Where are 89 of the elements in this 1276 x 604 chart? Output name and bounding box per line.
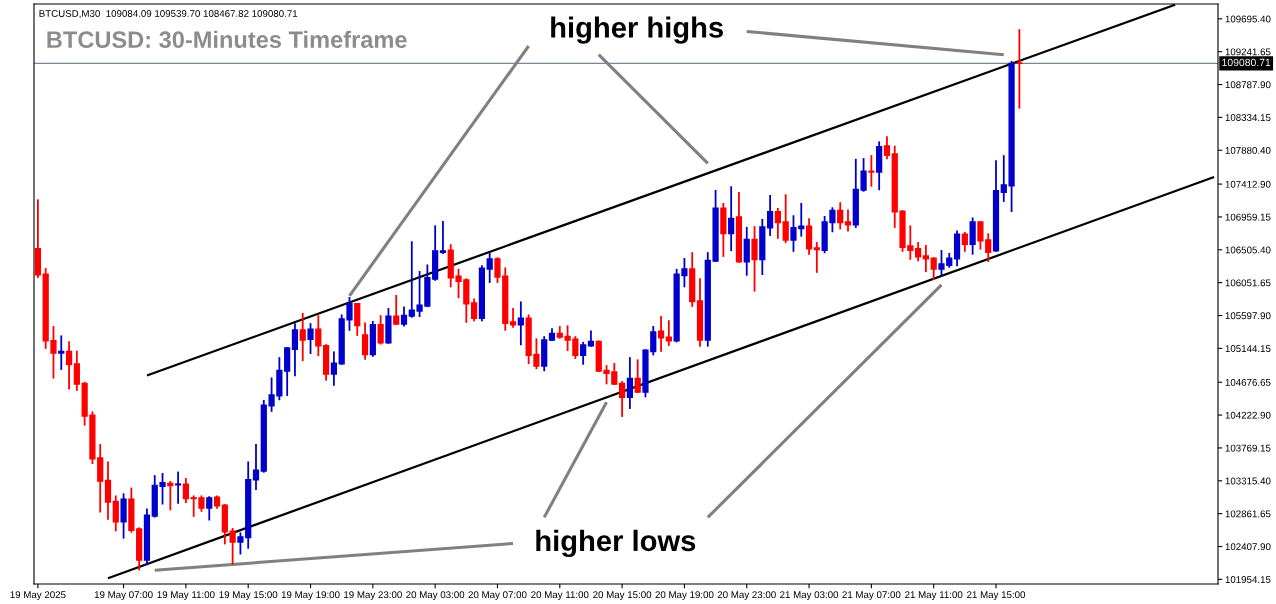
candlestick (618, 381, 626, 417)
y-tick-label: 109241.65 (1225, 48, 1271, 56)
candlestick (868, 155, 875, 187)
candlestick (844, 209, 852, 232)
text: BTCUSD: 30-Minutes Timeframe (47, 30, 407, 49)
x-tick-label: 20 May 07:00 (468, 591, 527, 601)
x-tick-label: 20 May 15:00 (593, 591, 652, 601)
candlestick (961, 231, 968, 252)
candlestick (65, 341, 73, 390)
candlestick (486, 252, 493, 283)
y-tick-label: 107412.90 (1225, 180, 1271, 188)
y-tick-label: 103769.15 (1225, 444, 1271, 452)
x-tick-label: 19 May 15:00 (219, 591, 278, 601)
candlestick (805, 218, 813, 255)
x-tick-label: 19 May 2025 (10, 591, 66, 601)
y-tick-label: 108334.15 (1225, 114, 1271, 121)
candlestick (509, 307, 517, 328)
candlestick (206, 496, 213, 521)
candlestick (782, 194, 789, 244)
y-tick-label: 102861.65 (1225, 510, 1271, 518)
candlestick (728, 186, 735, 252)
candlestick (766, 194, 774, 236)
ref-line-label: 109080.71 (1222, 58, 1271, 67)
y-tick-label: 105597.90 (1225, 312, 1271, 320)
annotation: higher lows (536, 529, 696, 558)
annotation: BTCUSD,M30 109084.09 109539.70 108467.82 109080.71 (39, 10, 298, 19)
candlestick (120, 493, 127, 539)
candlestick (58, 335, 65, 370)
y-tick-label: 102407.90 (1225, 543, 1271, 551)
candlestick (751, 226, 758, 292)
candlestick (634, 359, 641, 394)
annotation: higher highs (551, 16, 723, 44)
y-tick-label: 107880.40 (1225, 146, 1271, 154)
y-tick-label: 104222.90 (1225, 411, 1271, 419)
x-tick-label: 21 May 11:00 (905, 591, 963, 601)
candlestick (252, 444, 260, 491)
x-tick-label: 20 May 19:00 (655, 591, 714, 601)
candlestick (969, 217, 976, 255)
x-tick-label: 19 May 23:00 (344, 591, 402, 601)
candlestick (104, 461, 112, 520)
candlestick (73, 350, 80, 391)
y-tick-label: 106505.40 (1225, 246, 1271, 254)
candlestick (665, 320, 672, 346)
candlestick (470, 298, 478, 322)
candlestick (922, 244, 930, 273)
candlestick (883, 136, 891, 160)
candlestick (284, 347, 291, 396)
x-tick-label: 19 May 19:00 (281, 591, 340, 601)
x-tick-label: 20 May 11:00 (531, 591, 589, 601)
x-tick-label: 20 May 23:00 (717, 591, 776, 601)
candlestick (1016, 29, 1023, 109)
candlestick (182, 478, 190, 504)
candlestick (837, 202, 844, 230)
y-tick-label: 104676.65 (1225, 378, 1271, 386)
candlestick (174, 471, 182, 504)
candlestick (112, 495, 119, 532)
y-tick-label: 101954.15 (1225, 576, 1271, 583)
x-tick-label: 21 May 15:00 (967, 591, 1026, 601)
x-tick-label: 21 May 07:00 (842, 591, 901, 601)
candlestick (626, 357, 634, 409)
x-tick-label: 20 May 03:00 (406, 591, 465, 601)
candlestick (315, 315, 322, 357)
candlestick (657, 315, 665, 352)
candlestick (291, 323, 299, 377)
candlestick (299, 313, 306, 362)
candlestick (743, 226, 750, 276)
candlestick (930, 257, 937, 281)
y-tick-label: 106051.65 (1225, 279, 1271, 287)
candlestick (354, 302, 361, 336)
y-tick-label: 105144.15 (1225, 345, 1271, 352)
candlestick (229, 528, 236, 565)
candlestick (439, 221, 447, 254)
y-tick-label: 103315.40 (1225, 477, 1271, 485)
x-tick-label: 21 May 03:00 (780, 591, 839, 601)
candlestick (400, 306, 408, 327)
candlestick (813, 242, 820, 273)
candlestick (167, 480, 174, 511)
candlestick (307, 323, 314, 354)
candlestick (377, 315, 384, 345)
y-tick-label: 106959.15 (1225, 213, 1271, 221)
candlestick (361, 322, 369, 360)
candlestick (774, 208, 782, 239)
candlestick (330, 351, 338, 386)
y-tick-label: 109695.40 (1225, 15, 1271, 23)
x-tick-label: 19 May 07:00 (94, 591, 153, 601)
candlestick (580, 341, 587, 365)
y-tick-label: 108787.90 (1225, 81, 1271, 89)
x-tick-label: 19 May 11:00 (157, 591, 215, 601)
candlestick (393, 294, 400, 325)
